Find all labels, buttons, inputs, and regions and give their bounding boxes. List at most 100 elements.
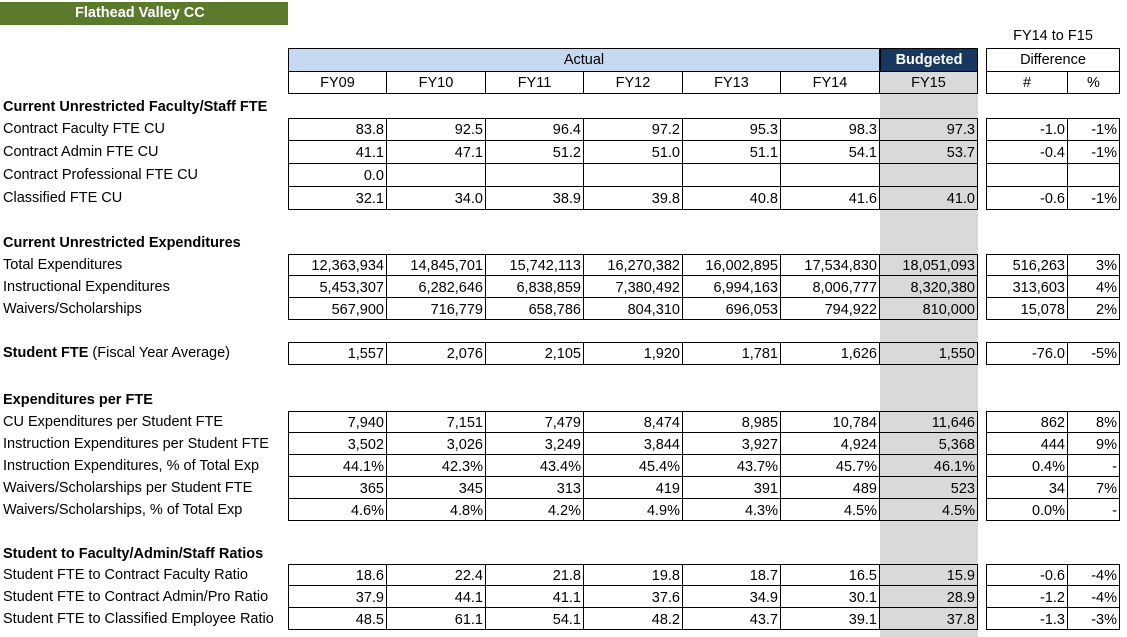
column-header-fy14: FY14 [781, 72, 880, 94]
row-label: Student FTE (Fiscal Year Average) [3, 342, 230, 365]
table-cell: 716,779 [387, 298, 486, 320]
table-cell: 48.5 [288, 608, 387, 630]
table-cell: 1,626 [781, 342, 880, 365]
table-cell: 3,026 [387, 433, 486, 455]
table-cell: 15.9 [880, 564, 978, 586]
table-cell [584, 164, 683, 187]
diff-cell: -3% [1068, 608, 1120, 630]
table-cell: 22.4 [387, 564, 486, 586]
table-cell: 51.1 [683, 141, 781, 164]
section-title: Expenditures per FTE [3, 392, 153, 408]
diff-column-header-percent: % [1068, 72, 1120, 94]
column-header-fy09: FY09 [288, 72, 387, 94]
table-cell: 804,310 [584, 298, 683, 320]
row-label: Contract Faculty FTE CU [3, 121, 165, 137]
diff-cell [986, 164, 1068, 187]
table-cell: 41.1 [288, 141, 387, 164]
row-label: Contract Professional FTE CU [3, 167, 199, 183]
table-cell: 39.8 [584, 187, 683, 210]
table-cell: 8,985 [683, 411, 781, 433]
diff-cell [1068, 164, 1120, 187]
table-cell: 8,320,380 [880, 276, 978, 298]
table-cell: 37.8 [880, 608, 978, 630]
diff-cell: -4% [1068, 564, 1120, 586]
diff-cell: 862 [986, 411, 1068, 433]
diff-cell: 4% [1068, 276, 1120, 298]
row-label: Total Expenditures [3, 257, 123, 273]
row-label: Waivers/Scholarships [3, 301, 142, 317]
table-cell: 41.6 [781, 187, 880, 210]
table-cell: 658,786 [486, 298, 584, 320]
row-label: Student FTE to Classified Employee Ratio [3, 611, 274, 627]
table-cell: 3,249 [486, 433, 584, 455]
table-cell: 7,380,492 [584, 276, 683, 298]
table-cell: 696,053 [683, 298, 781, 320]
table-cell: 95.3 [683, 118, 781, 141]
table-cell: 8,006,777 [781, 276, 880, 298]
diff-cell: -5% [1068, 342, 1120, 365]
table-cell: 40.8 [683, 187, 781, 210]
diff-cell: -0.6 [986, 564, 1068, 586]
table-cell: 419 [584, 477, 683, 499]
row-label: Contract Admin FTE CU [3, 144, 159, 160]
table-cell: 28.9 [880, 586, 978, 608]
row-label: Instruction Expenditures per Student FTE [3, 436, 269, 452]
table-cell: 61.1 [387, 608, 486, 630]
table-cell: 18.7 [683, 564, 781, 586]
table-cell: 2,076 [387, 342, 486, 365]
table-cell: 4.6% [288, 499, 387, 521]
diff-column-header-number: # [986, 72, 1068, 94]
diff-cell: -0.4 [986, 141, 1068, 164]
table-cell: 44.1% [288, 455, 387, 477]
budgeted-header: Budgeted [880, 48, 978, 72]
table-cell: 39.1 [781, 608, 880, 630]
row-label: Waivers/Scholarships, % of Total Exp [3, 502, 243, 518]
table-cell: 4.9% [584, 499, 683, 521]
table-cell: 3,927 [683, 433, 781, 455]
table-cell: 4.5% [880, 499, 978, 521]
table-cell: 53.7 [880, 141, 978, 164]
table-cell: 4,924 [781, 433, 880, 455]
table-cell: 567,900 [288, 298, 387, 320]
diff-cell: -76.0 [986, 342, 1068, 365]
table-cell: 44.1 [387, 586, 486, 608]
column-header-fy10: FY10 [387, 72, 486, 94]
table-cell: 96.4 [486, 118, 584, 141]
diff-cell: 34 [986, 477, 1068, 499]
table-cell: 46.1% [880, 455, 978, 477]
column-header-fy15: FY15 [880, 72, 978, 94]
row-label: CU Expenditures per Student FTE [3, 414, 224, 430]
table-cell: 794,922 [781, 298, 880, 320]
table-cell: 7,151 [387, 411, 486, 433]
table-cell: 38.9 [486, 187, 584, 210]
diff-cell: 313,603 [986, 276, 1068, 298]
row-label-strong: Student FTE [3, 345, 89, 361]
table-cell: 523 [880, 477, 978, 499]
difference-header: Difference [986, 48, 1120, 72]
table-cell: 1,550 [880, 342, 978, 365]
table-cell: 7,940 [288, 411, 387, 433]
diff-cell: -1% [1068, 187, 1120, 210]
table-cell: 18.6 [288, 564, 387, 586]
column-header-fy12: FY12 [584, 72, 683, 94]
table-cell [781, 164, 880, 187]
column-header-fy13: FY13 [683, 72, 781, 94]
table-cell: 1,557 [288, 342, 387, 365]
column-header-fy11: FY11 [486, 72, 584, 94]
section-title: Current Unrestricted Expenditures [3, 235, 241, 251]
diff-cell: -4% [1068, 586, 1120, 608]
table-cell: 18,051,093 [880, 254, 978, 276]
diff-cell: 3% [1068, 254, 1120, 276]
table-cell: 19.8 [584, 564, 683, 586]
table-cell: 5,368 [880, 433, 978, 455]
table-cell: 21.8 [486, 564, 584, 586]
table-cell: 2,105 [486, 342, 584, 365]
table-cell: 1,920 [584, 342, 683, 365]
table-cell: 8,474 [584, 411, 683, 433]
table-cell: 313 [486, 477, 584, 499]
row-label-suffix: (Fiscal Year Average) [88, 345, 230, 361]
table-cell: 47.1 [387, 141, 486, 164]
diff-cell: 7% [1068, 477, 1120, 499]
table-cell: 34.0 [387, 187, 486, 210]
table-cell: 345 [387, 477, 486, 499]
